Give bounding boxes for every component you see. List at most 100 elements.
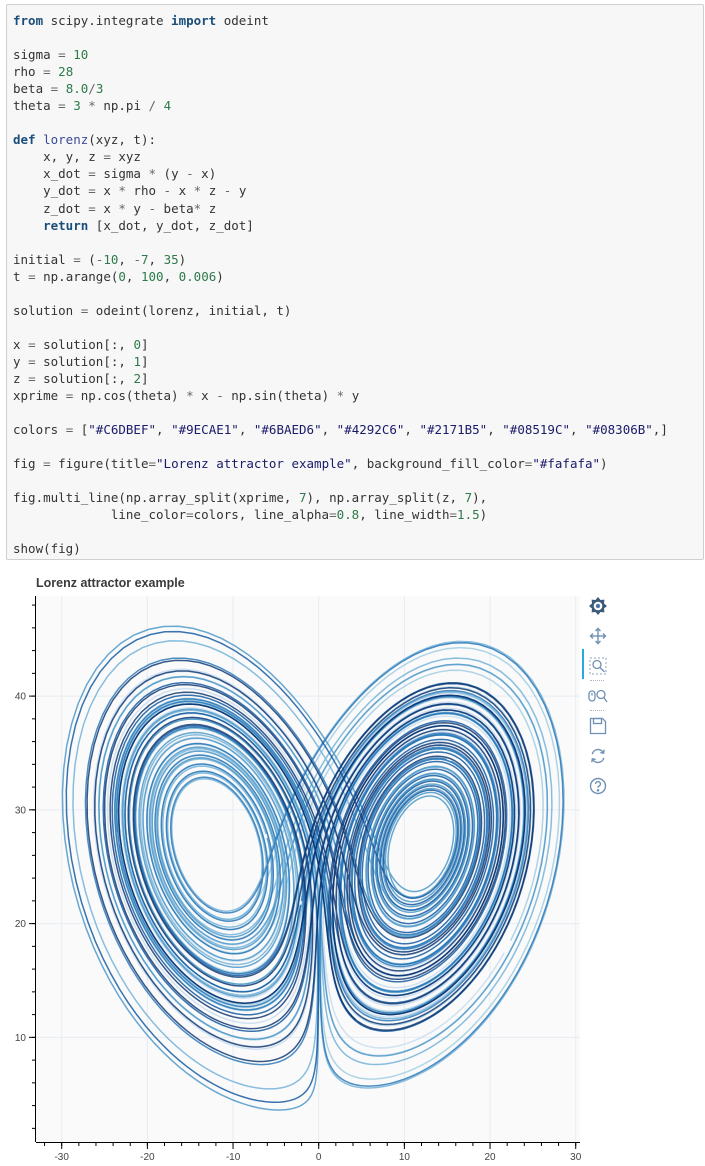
code-token: = — [28, 336, 36, 352]
code-line: x_dot = sigma * (y - x) — [13, 165, 703, 182]
code-token: beta — [13, 81, 51, 97]
code-token: , — [163, 268, 179, 284]
code-line: fig.multi_line(np.array_split(xprime, 7)… — [13, 489, 703, 506]
code-token: = — [50, 81, 59, 97]
code-token: 10 — [73, 47, 89, 63]
lorenz-plot[interactable]: -30 -20 -10 0 10 20 30 10 20 30 40 — [0, 566, 705, 1166]
code-token: = — [73, 251, 81, 267]
code-token: , — [487, 422, 503, 438]
code-token: import — [171, 13, 217, 28]
code-token: 0 — [133, 336, 141, 352]
code-token: - — [216, 388, 224, 404]
code-line — [13, 438, 703, 455]
code-token: t — [13, 268, 29, 284]
code-cell[interactable]: from scipy.integrate import odeint sigma… — [6, 4, 704, 560]
code-token: ) — [479, 507, 488, 523]
code-token: x — [171, 183, 194, 199]
code-token: y_dot — [13, 183, 89, 199]
code-token: "#9ECAE1" — [171, 422, 239, 438]
code-token: = — [88, 183, 96, 199]
x-tick-label: -20 — [140, 1152, 155, 1163]
code-token: = — [103, 149, 111, 165]
plot-toolbar — [582, 594, 612, 796]
active-tool-indicator — [582, 649, 584, 679]
code-token: - — [133, 251, 141, 267]
code-token: rho — [125, 183, 164, 199]
code-token: - — [95, 251, 104, 267]
code-token: colors — [13, 422, 66, 438]
code-token: return — [43, 217, 89, 233]
code-token: rho — [13, 64, 44, 80]
code-editor[interactable]: from scipy.integrate import odeint sigma… — [7, 5, 703, 558]
code-token: 10 — [103, 251, 119, 267]
code-line: y = solution[:, 1] — [13, 353, 703, 370]
code-token: 35 — [163, 251, 179, 267]
code-token: sigma — [13, 47, 59, 63]
code-token: ) — [178, 251, 187, 267]
reset-icon[interactable] — [588, 746, 608, 766]
x-tick-label: -10 — [226, 1152, 241, 1163]
code-token: * — [186, 388, 194, 404]
code-token: = — [65, 422, 74, 438]
code-line: sigma = 10 — [13, 46, 703, 63]
series-line-7 — [86, 659, 535, 1063]
code-line: from scipy.integrate import odeint — [13, 12, 703, 29]
code-token: 3 — [95, 81, 104, 97]
toolbar-divider — [590, 680, 604, 681]
code-token: odeint(lorenz, initial, t) — [88, 302, 292, 318]
code-token: [ — [73, 422, 89, 438]
help-icon[interactable] — [588, 776, 608, 796]
code-token: 0 — [118, 268, 126, 284]
code-token: z — [13, 370, 29, 386]
code-token: ) — [216, 268, 224, 284]
code-token: = — [329, 507, 337, 523]
code-line: initial = (-10, -7, 35) — [13, 251, 703, 268]
code-token: "#2171B5" — [419, 422, 488, 438]
code-token: = — [88, 166, 96, 182]
code-token: * — [118, 200, 126, 216]
code-token: 28 — [58, 64, 74, 80]
bokeh-logo-icon[interactable] — [588, 596, 608, 616]
x-tick-label: 30 — [570, 1152, 582, 1163]
code-line: x, y, z = xyz — [13, 148, 703, 165]
code-token: ( — [80, 251, 96, 267]
code-token: = — [58, 47, 66, 63]
code-token: 7 — [464, 490, 473, 506]
code-token: ) — [600, 456, 608, 472]
code-token: , — [570, 422, 586, 438]
code-token: 100 — [140, 268, 164, 284]
code-line: rho = 28 — [13, 63, 703, 80]
code-token: (xyz, t): — [88, 132, 156, 148]
code-token: xyz — [110, 149, 141, 165]
code-token: , — [238, 422, 254, 438]
code-token: , background_fill_color — [351, 456, 525, 472]
code-token: y — [125, 200, 149, 216]
code-token: , — [321, 422, 337, 438]
code-token: scipy.integrate — [43, 13, 172, 28]
code-token: = — [65, 388, 74, 404]
code-line — [13, 114, 703, 131]
code-token: 0.8 — [336, 507, 360, 523]
code-token: from — [13, 13, 44, 28]
save-icon[interactable] — [588, 716, 608, 736]
code-token: - — [223, 183, 232, 199]
output-area: -30 -20 -10 0 10 20 30 10 20 30 40 Lorenz attracto… — [0, 566, 705, 1166]
code-token: "#4292C6" — [336, 422, 405, 438]
code-token: [x_dot, y_dot, z_dot] — [88, 217, 254, 233]
code-token: 3 — [73, 98, 81, 114]
y-tick-label: 30 — [15, 805, 27, 816]
code-token: np.arange( — [35, 268, 119, 284]
code-token: "#08306B" — [585, 422, 653, 438]
code-line — [13, 234, 703, 251]
box-zoom-icon[interactable] — [588, 656, 608, 676]
code-line — [13, 523, 703, 540]
code-token: np.cos(theta) — [73, 388, 187, 404]
pan-icon[interactable] — [588, 626, 608, 646]
code-token: , — [125, 268, 141, 284]
wheel-zoom-icon[interactable] — [588, 686, 608, 706]
code-line: xprime = np.cos(theta) * x - np.sin(thet… — [13, 387, 703, 404]
code-token: 1.5 — [457, 507, 480, 523]
code-token: * — [193, 183, 202, 199]
code-token: sigma — [95, 166, 149, 182]
code-line: colors = ["#C6DBEF", "#9ECAE1", "#6BAED6… — [13, 421, 703, 438]
